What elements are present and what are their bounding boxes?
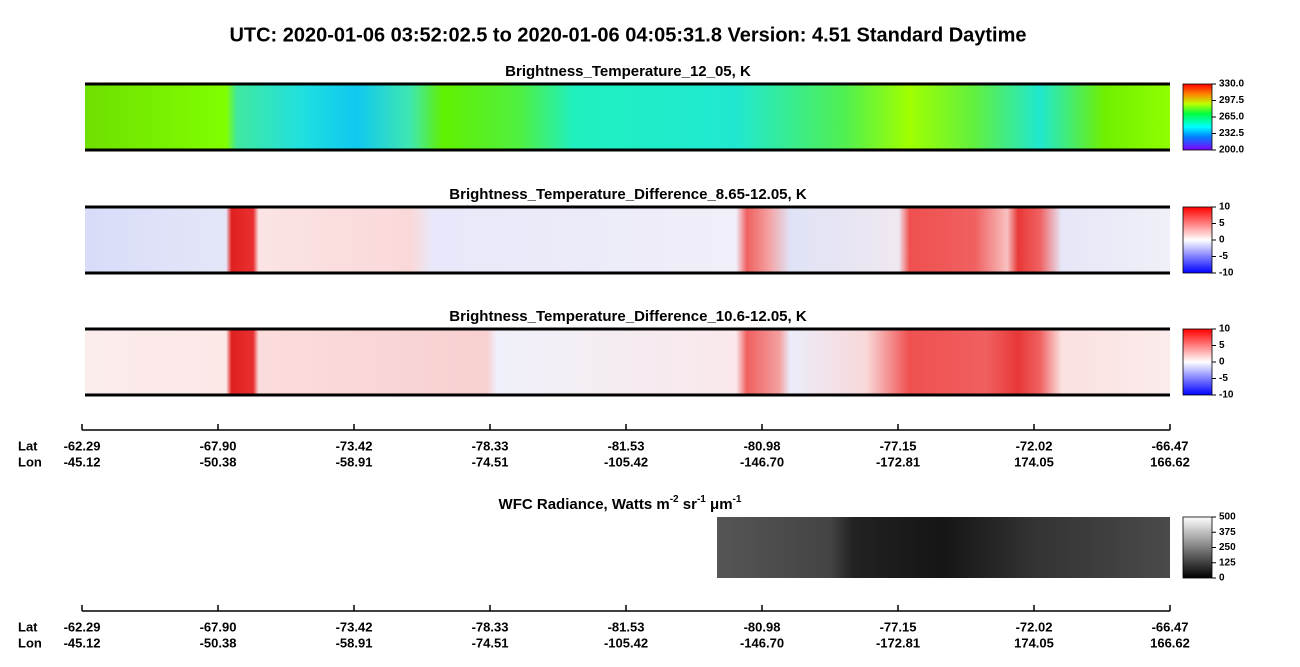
panel-image [85, 329, 1170, 395]
lon-label: -58.91 [336, 454, 373, 469]
panel-title: Brightness_Temperature_Difference_8.65-1… [449, 186, 807, 203]
colorbar-label: 10 [1219, 202, 1231, 213]
wfc-colorbar [1182, 516, 1213, 579]
colorbar-label: -10 [1219, 268, 1234, 279]
colorbar-label: 265.0 [1219, 112, 1244, 123]
colorbar-label: 330.0 [1219, 79, 1244, 90]
colorbar-label: 200.0 [1219, 145, 1244, 156]
lon-label: 174.05 [1014, 454, 1054, 469]
colorbar [1182, 328, 1213, 396]
row-label: Lon [18, 454, 42, 469]
lat-label: -81.53 [608, 438, 645, 453]
colorbar [1182, 83, 1213, 151]
lat-label: -67.90 [200, 438, 237, 453]
colorbar-label: 0 [1219, 573, 1225, 584]
lon-label: -146.70 [740, 635, 784, 650]
panel-image [85, 207, 1170, 273]
colorbar-label: -5 [1219, 373, 1228, 384]
lon-label: -50.38 [200, 635, 237, 650]
lon-label: -146.70 [740, 454, 784, 469]
lon-label: -74.51 [472, 454, 509, 469]
colorbar-label: 0 [1219, 357, 1225, 368]
lon-label: 174.05 [1014, 635, 1054, 650]
lat-label: -67.90 [200, 619, 237, 634]
lat-label: -78.33 [472, 619, 509, 634]
lon-label: -105.42 [604, 635, 648, 650]
title-part: sr [679, 496, 698, 513]
colorbar-label: 500 [1219, 512, 1236, 523]
lon-label: -172.81 [876, 635, 920, 650]
lat-label: -78.33 [472, 438, 509, 453]
lon-label: -45.12 [64, 635, 101, 650]
lon-label: -105.42 [604, 454, 648, 469]
lat-label: -62.29 [64, 619, 101, 634]
lat-label: -66.47 [1152, 619, 1189, 634]
colorbar-label: 5 [1219, 340, 1225, 351]
lat-label: -80.98 [744, 619, 781, 634]
colorbar-label: 0 [1219, 235, 1225, 246]
colorbar-label: 125 [1219, 557, 1236, 568]
colorbar-label: 5 [1219, 218, 1225, 229]
title-part: -1 [733, 494, 742, 505]
panel-title: Brightness_Temperature_Difference_10.6-1… [449, 308, 807, 325]
lat-label: -72.02 [1016, 438, 1053, 453]
lon-label: -58.91 [336, 635, 373, 650]
lat-label: -66.47 [1152, 438, 1189, 453]
colorbar-label: -10 [1219, 390, 1234, 401]
lon-label: 166.62 [1150, 454, 1190, 469]
lat-label: -81.53 [608, 619, 645, 634]
colorbar-label: 297.5 [1219, 95, 1244, 106]
colorbar [1182, 206, 1213, 274]
page-title: UTC: 2020-01-06 03:52:02.5 to 2020-01-06… [229, 24, 1026, 46]
lat-label: -77.15 [880, 438, 917, 453]
colorbar-label: 375 [1219, 527, 1236, 538]
panel-image [85, 84, 1170, 150]
panel-title: Brightness_Temperature_12_05, K [505, 63, 751, 80]
lat-label: -72.02 [1016, 619, 1053, 634]
colorbar-label: 232.5 [1219, 128, 1244, 139]
lat-label: -73.42 [336, 438, 373, 453]
colorbar-label: 10 [1219, 324, 1231, 335]
lon-label: -45.12 [64, 454, 101, 469]
lat-label: -73.42 [336, 619, 373, 634]
title-part: -2 [670, 494, 679, 505]
colorbar-label: 250 [1219, 542, 1236, 553]
lat-label: -80.98 [744, 438, 781, 453]
lat-label: -62.29 [64, 438, 101, 453]
lon-label: -74.51 [472, 635, 509, 650]
lat-label: -77.15 [880, 619, 917, 634]
lon-label: -172.81 [876, 454, 920, 469]
wfc-image [717, 517, 1170, 578]
title-part: μm [706, 496, 733, 513]
row-label: Lat [18, 438, 38, 453]
row-label: Lat [18, 619, 38, 634]
title-part: WFC Radiance, Watts m [499, 496, 670, 513]
lon-label: 166.62 [1150, 635, 1190, 650]
row-label: Lon [18, 635, 42, 650]
title-part: -1 [697, 494, 706, 505]
colorbar-label: -5 [1219, 251, 1228, 262]
lon-label: -50.38 [200, 454, 237, 469]
wfc-title: WFC Radiance, Watts m-2 sr-1 μm-1 [499, 494, 742, 513]
